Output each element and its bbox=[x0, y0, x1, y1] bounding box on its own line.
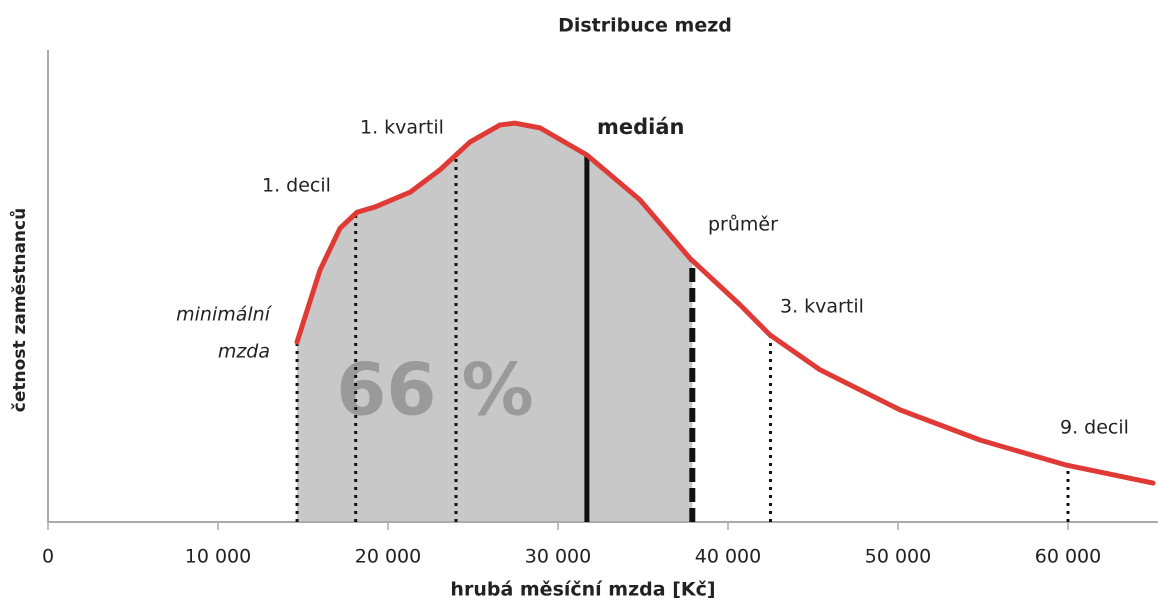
x-axis-label: hrubá měsíční mzda [Kč] bbox=[450, 579, 715, 601]
y-axis-label: četnost zaměstnanců bbox=[8, 208, 30, 412]
marker-label: mzda bbox=[218, 341, 270, 363]
x-tick-label: 0 bbox=[42, 546, 54, 568]
x-tick-label: 10 000 bbox=[185, 546, 251, 568]
x-tick-label: 40 000 bbox=[695, 546, 761, 568]
marker-label: 9. decil bbox=[1060, 417, 1129, 439]
marker-label: medián bbox=[597, 115, 684, 139]
x-tick-label: 30 000 bbox=[525, 546, 591, 568]
marker-label: průměr bbox=[708, 214, 778, 236]
x-tick-label: 20 000 bbox=[355, 546, 421, 568]
shade bbox=[297, 123, 693, 522]
shade-label: 66 % bbox=[336, 348, 533, 432]
x-tick-label: 50 000 bbox=[865, 546, 931, 568]
curve bbox=[294, 120, 1156, 486]
marker-label: minimální bbox=[176, 304, 273, 326]
marker-label: 1. decil bbox=[262, 175, 331, 197]
x-tick-label: 60 000 bbox=[1035, 546, 1101, 568]
marker-label: 3. kvartil bbox=[780, 296, 864, 318]
chart-title: Distribuce mezd bbox=[558, 15, 732, 37]
marker-label: 1. kvartil bbox=[360, 117, 444, 139]
